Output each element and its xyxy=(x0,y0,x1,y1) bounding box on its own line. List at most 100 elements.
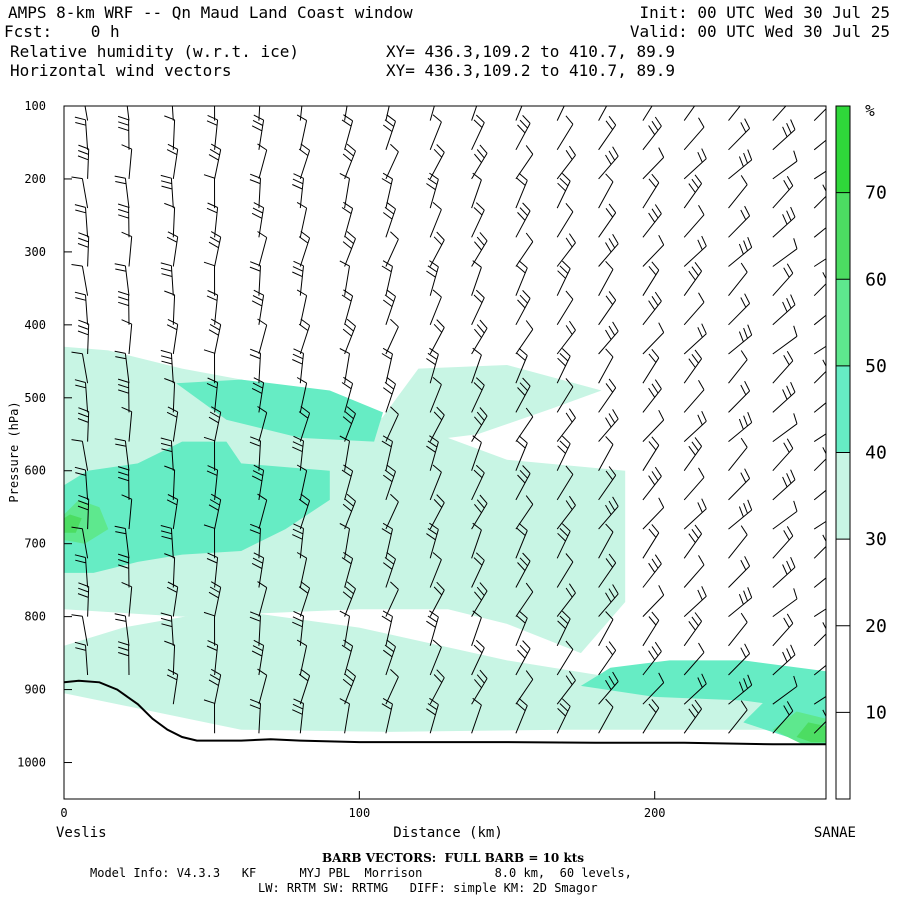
wind-barb xyxy=(772,613,794,647)
wind-barb xyxy=(71,176,89,209)
wind-barb xyxy=(117,291,130,325)
wind-barb xyxy=(257,668,268,705)
wind-barb xyxy=(556,495,576,530)
wind-barb xyxy=(74,116,89,150)
wind-barb xyxy=(471,144,488,180)
y-tick-label: 200 xyxy=(24,172,46,186)
wind-barb xyxy=(728,468,751,501)
wind-barb xyxy=(728,350,748,384)
wind-barb xyxy=(772,294,796,326)
wind-barb xyxy=(71,526,89,559)
wind-barb xyxy=(556,290,574,326)
wind-barb xyxy=(117,115,130,150)
wind-barb xyxy=(203,349,216,384)
wind-barb xyxy=(381,347,393,384)
wind-barb xyxy=(471,407,488,442)
wind-barb xyxy=(71,264,89,296)
colorbar-band xyxy=(836,279,850,366)
wind-barb xyxy=(471,464,485,501)
wind-barb xyxy=(121,144,133,179)
wind-barb xyxy=(772,413,798,443)
wind-barb xyxy=(77,407,90,442)
wind-barb xyxy=(728,525,748,559)
wind-barb xyxy=(813,258,826,267)
wind-barb xyxy=(426,610,439,646)
field-label-wind: Horizontal wind vectors xyxy=(10,61,232,80)
wind-barb xyxy=(160,262,174,296)
wind-barb xyxy=(426,435,439,471)
wind-barb xyxy=(429,494,445,530)
wind-barb xyxy=(642,585,665,617)
wind-barb xyxy=(556,348,571,384)
wind-barb xyxy=(515,106,523,121)
y-tick-label: 800 xyxy=(24,610,46,624)
wind-barb xyxy=(429,639,442,676)
x-axis-label: Distance (km) xyxy=(393,825,503,841)
wind-barb xyxy=(598,106,608,121)
wind-barb xyxy=(471,582,488,617)
wind-barb xyxy=(429,106,435,121)
wind-barb xyxy=(249,698,261,734)
wind-barb xyxy=(683,410,707,442)
wind-barb xyxy=(208,318,222,355)
wind-barb xyxy=(341,551,354,588)
wind-barb xyxy=(74,466,89,500)
colorbar-label: 30 xyxy=(865,529,887,550)
x-tick-label: 200 xyxy=(644,806,666,820)
wind-barb xyxy=(385,231,399,267)
wind-barb xyxy=(515,582,534,617)
wind-barb xyxy=(515,435,528,471)
wind-barb xyxy=(381,435,393,471)
wind-barb xyxy=(114,438,130,471)
wind-barb xyxy=(341,464,354,501)
y-tick-label: 300 xyxy=(24,245,46,259)
wind-barb xyxy=(515,610,528,646)
wind-barb xyxy=(642,672,665,705)
wind-barb xyxy=(74,554,89,588)
wind-barb xyxy=(642,379,662,413)
chart-title: AMPS 8-km WRF -- Qn Maud Land Coast wind… xyxy=(8,3,413,22)
wind-barb xyxy=(208,668,222,705)
wind-barb xyxy=(772,119,796,151)
wind-barb xyxy=(471,435,482,471)
wind-barb xyxy=(683,467,705,501)
wind-barb xyxy=(772,106,787,121)
wind-barb xyxy=(203,261,216,296)
colorbar-band xyxy=(836,365,850,453)
wind-barb xyxy=(249,348,261,384)
wind-barb xyxy=(117,641,130,676)
wind-barb xyxy=(298,581,311,617)
physics-info: LW: RRTM SW: RRTMG DIFF: simple KM: 2D S… xyxy=(258,881,598,895)
wind-barb xyxy=(164,465,176,500)
wind-barb xyxy=(515,260,528,296)
colorbar-label: 40 xyxy=(865,443,887,464)
wind-barb xyxy=(515,232,534,267)
y-tick-label: 100 xyxy=(24,99,46,113)
wind-barb xyxy=(206,114,219,150)
wind-barb xyxy=(126,106,130,121)
wind-barb xyxy=(772,526,794,559)
wind-barb xyxy=(121,319,133,355)
wind-barb xyxy=(728,587,753,617)
model-info: Model Info: V4.3.3 KF MYJ PBL Morrison 8… xyxy=(90,866,632,880)
wind-barb xyxy=(206,377,219,413)
wind-barb xyxy=(728,293,751,326)
wind-barb xyxy=(728,556,751,588)
wind-barb xyxy=(77,582,90,617)
wind-barb xyxy=(341,376,354,413)
wind-barb xyxy=(208,143,222,180)
wind-barb xyxy=(117,466,130,500)
wind-barb xyxy=(121,581,133,617)
wind-barb xyxy=(728,106,741,121)
wind-barb xyxy=(298,318,311,355)
wind-barb xyxy=(74,641,89,676)
wind-barb xyxy=(292,435,304,471)
wind-barb xyxy=(642,116,662,151)
wind-barb xyxy=(383,114,396,150)
wind-barb xyxy=(121,231,133,267)
wind-barb xyxy=(166,231,179,267)
wind-barb xyxy=(642,466,662,501)
wind-barb xyxy=(342,581,356,617)
wind-barb xyxy=(515,172,528,209)
wind-barb xyxy=(683,174,703,209)
